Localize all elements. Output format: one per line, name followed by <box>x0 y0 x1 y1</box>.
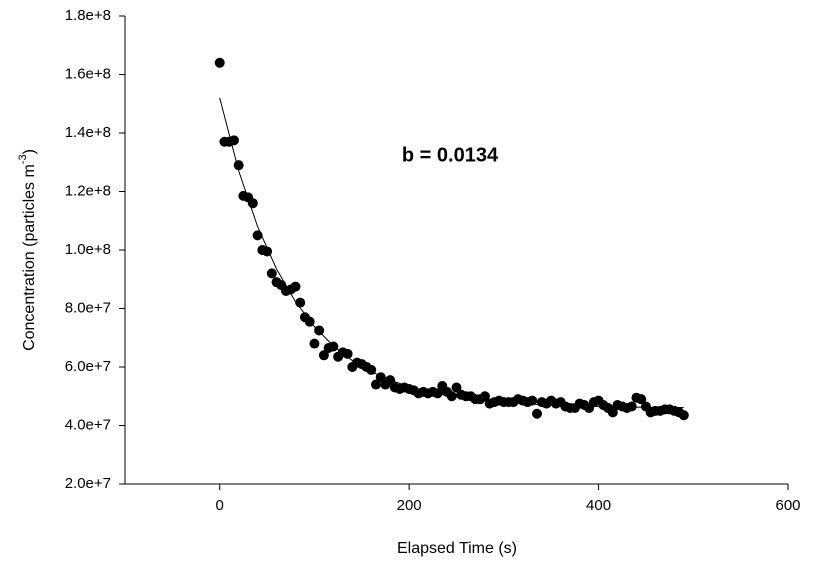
x-tick-label: 400 <box>586 497 611 514</box>
y-tick-label: 1.2e+8 <box>65 182 111 199</box>
y-tick-label: 6.0e+7 <box>65 358 111 375</box>
data-point <box>233 160 244 171</box>
annotation: b = 0.0134 <box>402 144 499 166</box>
data-point <box>266 268 277 279</box>
y-tick-label: 4.0e+7 <box>65 416 111 433</box>
y-label-sup: -3 <box>17 154 29 164</box>
y-tick-label: 1.6e+8 <box>65 65 111 82</box>
data-point <box>290 281 301 292</box>
data-point <box>607 407 618 418</box>
x-tick-label: 0 <box>216 497 224 514</box>
data-point <box>636 394 647 405</box>
y-tick-label: 1.8e+8 <box>65 7 111 24</box>
y-axis-label: Concentration (particles m-3) <box>17 149 38 351</box>
data-point <box>451 382 462 393</box>
data-point <box>527 395 538 406</box>
y-tick-label: 1.0e+8 <box>65 241 111 258</box>
fit-line <box>219 97 684 409</box>
x-tick-label: 200 <box>397 497 422 514</box>
data-point <box>678 410 689 421</box>
y-label-main: Concentration (particles m <box>21 164 38 351</box>
data-point <box>342 348 353 359</box>
y-label-end: ) <box>21 149 38 154</box>
data-point <box>214 57 225 68</box>
data-point <box>314 325 325 336</box>
data-point <box>479 391 490 402</box>
x-axis-label: Elapsed Time (s) <box>397 540 517 557</box>
data-point <box>370 379 381 390</box>
data-point <box>309 338 320 349</box>
data-point <box>626 401 637 412</box>
data-point <box>532 408 543 419</box>
y-tick-label: 8.0e+7 <box>65 299 111 316</box>
x-tick-label: 600 <box>775 497 800 514</box>
data-point <box>318 350 329 361</box>
y-tick-label: 1.4e+8 <box>65 124 111 141</box>
y-tick-label: 2.0e+7 <box>65 475 111 492</box>
